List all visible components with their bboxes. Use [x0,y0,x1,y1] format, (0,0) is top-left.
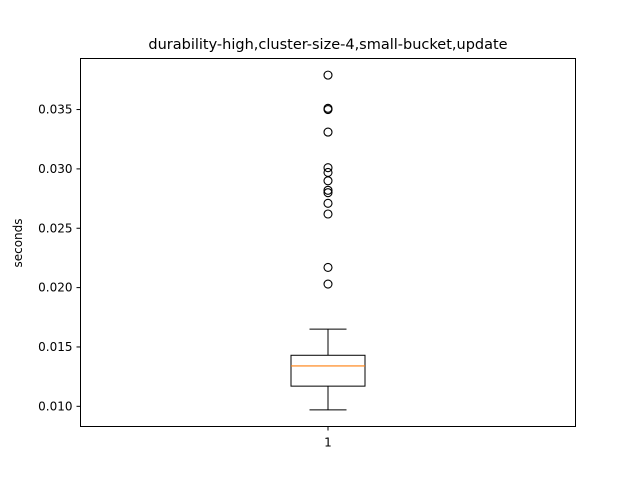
y-tick-label: 0.030 [38,162,72,176]
y-axis-label: seconds [11,218,25,267]
outlier-point [323,262,333,272]
box-plot-series [290,70,366,411]
outlier-point [323,176,333,186]
outlier-point [323,103,333,113]
outlier-point [323,279,333,289]
chart-title: durability-high,cluster-size-4,small-buc… [148,37,507,53]
x-axis-ticks: 1 [324,426,332,450]
y-axis-ticks: 0.010 0.015 0.020 0.025 0.030 0.035 [38,103,81,413]
outlier-point [323,185,333,195]
y-tick-label: 0.035 [38,103,72,117]
y-tick-label: 0.010 [38,399,72,413]
outlier-point [323,198,333,208]
outlier-point [323,163,333,173]
outlier-point [323,167,333,178]
y-tick-label: 0.025 [38,221,72,235]
interquartile-box [290,354,366,387]
outlier-point [323,70,333,80]
y-tick-label: 0.020 [38,281,72,295]
outlier-point [323,188,333,198]
x-tick-label: 1 [324,436,332,450]
y-tick-label: 0.015 [38,340,72,354]
outlier-point [323,127,333,137]
outlier-point [323,209,333,219]
